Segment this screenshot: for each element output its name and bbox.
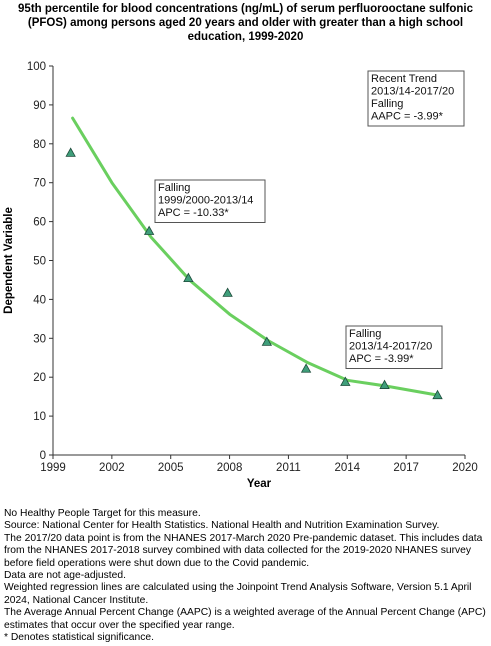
y-tick-label: 100 <box>27 61 46 73</box>
y-tick-label: 30 <box>33 333 46 345</box>
x-tick-label: 2008 <box>217 462 243 474</box>
data-point <box>379 379 390 389</box>
annotation-line: APC = -10.33* <box>158 207 229 219</box>
y-tick-label: 70 <box>33 178 46 190</box>
x-axis-label: Year <box>247 478 272 490</box>
footnote: The Average Annual Percent Change (AAPC)… <box>4 607 486 631</box>
annotation-line: Falling <box>349 328 381 340</box>
x-tick-label: 2002 <box>99 462 125 474</box>
annotation-line: 1999/2000-2013/14 <box>158 195 253 207</box>
annotation-line: APC = -3.99* <box>349 353 414 365</box>
annotation-line: AAPC = -3.99* <box>371 111 444 123</box>
y-tick-label: 10 <box>33 411 46 423</box>
data-point <box>143 225 155 235</box>
footnote: Data are not age-adjusted. <box>4 570 126 582</box>
y-tick-label: 50 <box>33 256 46 268</box>
data-point <box>65 147 76 157</box>
annotation-line: Recent Trend <box>371 73 437 85</box>
footnote: Weighted regression lines are calculated… <box>4 582 472 606</box>
x-tick-label: 2020 <box>452 462 478 474</box>
data-point <box>222 287 233 297</box>
data-point <box>340 376 351 386</box>
annotation-frame <box>367 70 465 127</box>
y-tick-label: 20 <box>33 372 46 384</box>
y-tick-label: 80 <box>33 139 46 151</box>
x-tick-label: 2005 <box>158 462 184 474</box>
data-point <box>261 336 273 346</box>
chart-title: 95th percentile for blood concentrations… <box>18 3 473 43</box>
footnote: * Denotes statistical significance. <box>4 632 154 644</box>
x-tick-label: 2017 <box>393 462 419 474</box>
x-tick-label: 2014 <box>334 462 360 474</box>
y-axis-label: Dependent Variable <box>3 207 15 314</box>
y-tick-label: 90 <box>33 100 46 112</box>
y-tick-label: 0 <box>40 450 46 462</box>
y-tick-label: 60 <box>33 217 46 229</box>
annotation-line: 2013/14-2017/20 <box>349 341 432 353</box>
chart: 0 10 20 30 40 50 60 70 80 90 100 1999 2002 2005 2008 20… <box>3 61 478 490</box>
footnotes: No Healthy People Target for this measur… <box>4 508 488 644</box>
data-point <box>432 389 443 400</box>
y-tick-label: 40 <box>33 294 46 306</box>
annotation-frame <box>345 325 443 369</box>
chart-axes: 0 10 20 30 40 50 60 70 80 90 100 1999 2002 2005 2008 20… <box>3 61 478 490</box>
footnote: The 2017/20 data point is from the NHANE… <box>4 532 483 569</box>
annotation-line: Falling <box>158 182 190 194</box>
annotation-line: Falling <box>371 98 403 110</box>
annotation-line: 2013/14-2017/20 <box>371 86 454 98</box>
footnote: Source: National Center for Health Stati… <box>4 520 440 532</box>
data-point <box>183 272 194 283</box>
trend-layer <box>71 116 439 397</box>
x-tick-label: 2011 <box>276 462 301 474</box>
trend-line <box>71 116 439 397</box>
footnote: No Healthy People Target for this measur… <box>4 508 201 519</box>
points-layer <box>65 147 443 400</box>
x-tick-label: 1999 <box>40 462 66 474</box>
data-point <box>300 363 312 373</box>
annotation-frame <box>154 179 266 223</box>
